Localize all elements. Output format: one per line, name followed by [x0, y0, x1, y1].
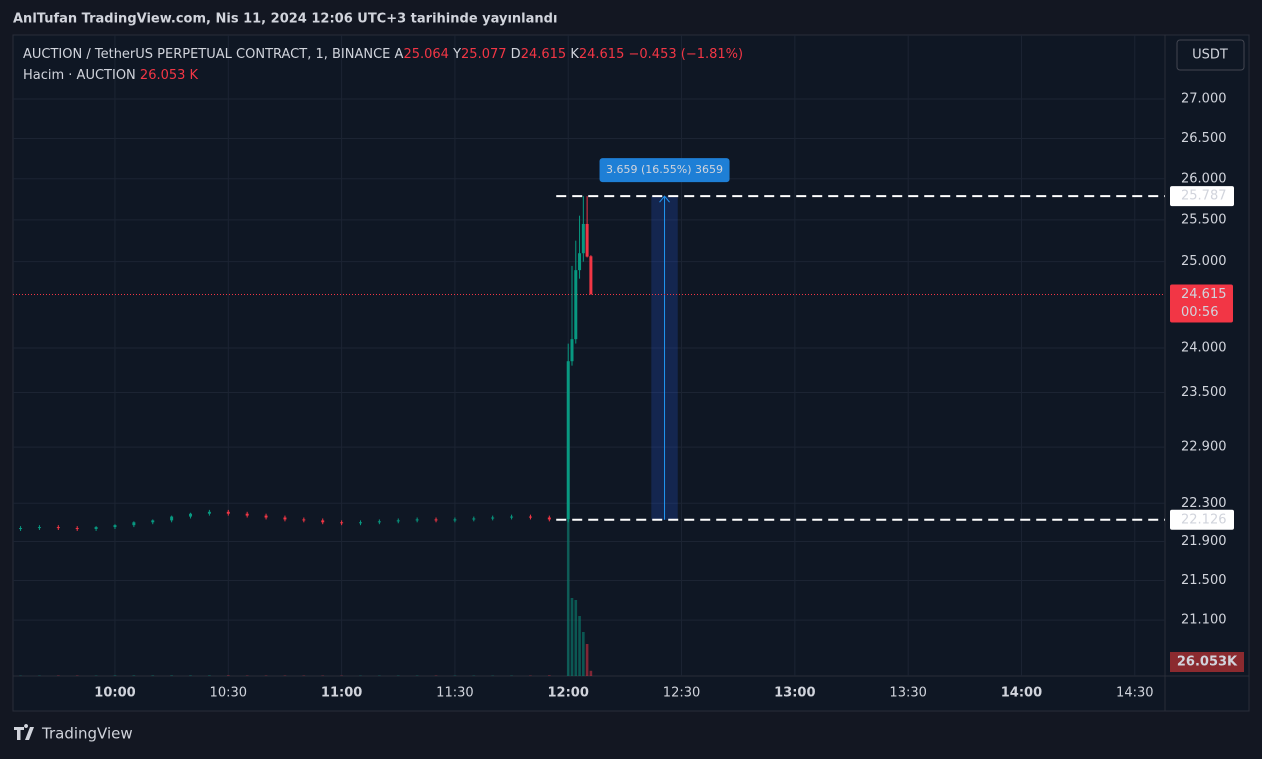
volume-legend: Hacim · AUCTION 26.053 K [23, 68, 199, 83]
logo-text: TradingView [41, 725, 133, 743]
candle-body [416, 519, 419, 520]
candle-body [378, 521, 381, 522]
volume-bar [590, 671, 593, 676]
candle-body [113, 525, 116, 527]
volume-bar [567, 520, 570, 676]
candle-body [578, 253, 581, 270]
volume-bar [578, 616, 581, 676]
volume-bar [151, 675, 154, 676]
ohlc-value: 24.615 [521, 47, 567, 62]
y-tick-label: 26.000 [1181, 171, 1227, 186]
candle-body [548, 518, 551, 520]
volume-bar [133, 675, 136, 676]
candle-body [567, 361, 570, 519]
y-tick-label: 21.100 [1181, 613, 1227, 628]
y-tick-label: 21.900 [1181, 534, 1227, 549]
candle-body [265, 516, 268, 518]
volume-bar [548, 675, 551, 676]
volume-bar [571, 598, 574, 676]
candle-body [453, 519, 456, 520]
x-tick-label: 10:00 [94, 686, 135, 701]
ohlc-key: D [511, 47, 521, 62]
volume-bar [189, 675, 192, 676]
y-tick-label: 22.900 [1181, 440, 1227, 455]
candle-body [302, 519, 305, 520]
y-tick-label: 25.500 [1181, 212, 1227, 227]
volume-bar [586, 644, 589, 676]
ohlc-value: 25.064 [403, 47, 449, 62]
volume-bar [582, 632, 585, 676]
volume-bar [114, 675, 117, 676]
candle-body [589, 256, 592, 294]
x-tick-label: 12:00 [548, 686, 589, 701]
measure-label: 3.659 (16.55%) 3659 [606, 163, 723, 176]
candle-body [57, 527, 60, 528]
candle-body [189, 514, 192, 517]
candle-body [435, 519, 438, 520]
y-tick-label: 27.000 [1181, 91, 1227, 106]
ohlc-value: 24.615 [579, 47, 625, 62]
candle-body [571, 339, 574, 361]
candle-body [19, 528, 22, 529]
countdown-label: 00:56 [1181, 305, 1218, 320]
volume-tag-label: 26.053K [1177, 655, 1238, 670]
candle-body [132, 522, 135, 525]
chart-panel [13, 35, 1249, 711]
candle-body [574, 270, 577, 339]
candle-body [529, 517, 532, 518]
ohlc-key: A [395, 47, 404, 62]
candle-body [582, 224, 585, 253]
candle-body [95, 527, 98, 529]
volume-bar [208, 675, 211, 676]
volume-bar [227, 675, 230, 676]
y-tick-label: 23.500 [1181, 385, 1227, 400]
candle-body [170, 517, 173, 521]
y-tick-label: 25.000 [1181, 254, 1227, 269]
candle-body [38, 527, 41, 528]
change-value: −0.453 (−1.81%) [629, 47, 744, 62]
y-tick-label: 21.500 [1181, 573, 1227, 588]
volume-title: Hacim · AUCTION [23, 68, 136, 83]
symbol-title: AUCTION / TetherUS PERPETUAL CONTRACT, 1… [23, 47, 390, 62]
x-tick-label: 10:30 [210, 686, 247, 701]
x-tick-label: 11:30 [436, 686, 473, 701]
header-title: AnlTufan TradingView.com, Nis 11, 2024 1… [13, 12, 557, 27]
candle-body [76, 528, 79, 529]
x-tick-label: 14:30 [1116, 686, 1153, 701]
price-level-label: 25.787 [1181, 189, 1227, 204]
y-tick-label: 24.000 [1181, 340, 1227, 355]
x-tick-label: 11:00 [321, 686, 362, 701]
y-tick-label: 26.500 [1181, 131, 1227, 146]
candle-body [491, 518, 494, 519]
candle-body [510, 517, 513, 518]
volume-value: 26.053 K [140, 68, 199, 83]
ohlc-key: Y [452, 47, 461, 62]
candle-body [359, 522, 362, 523]
candle-body [472, 518, 475, 519]
candle-body [397, 520, 400, 521]
candle-body [586, 224, 589, 257]
last-price-label: 24.615 [1181, 287, 1227, 302]
x-tick-label: 13:30 [889, 686, 926, 701]
y-tick-label: 22.300 [1181, 496, 1227, 511]
candle-body [246, 514, 249, 516]
x-tick-label: 14:00 [1001, 686, 1042, 701]
candle-body [321, 520, 324, 522]
volume-bar [170, 675, 173, 676]
candle-body [227, 512, 230, 514]
candle-body [208, 512, 211, 514]
x-tick-label: 13:00 [774, 686, 815, 701]
volume-bar [574, 600, 577, 676]
ohlc-value: 25.077 [461, 47, 507, 62]
candle-body [340, 522, 343, 523]
legend-line: AUCTION / TetherUS PERPETUAL CONTRACT, 1… [23, 47, 743, 62]
currency-label[interactable]: USDT [1192, 48, 1228, 63]
candle-body [283, 518, 286, 520]
candle-body [151, 520, 154, 522]
price-level-label: 22.126 [1181, 512, 1227, 527]
x-tick-label: 12:30 [663, 686, 700, 701]
